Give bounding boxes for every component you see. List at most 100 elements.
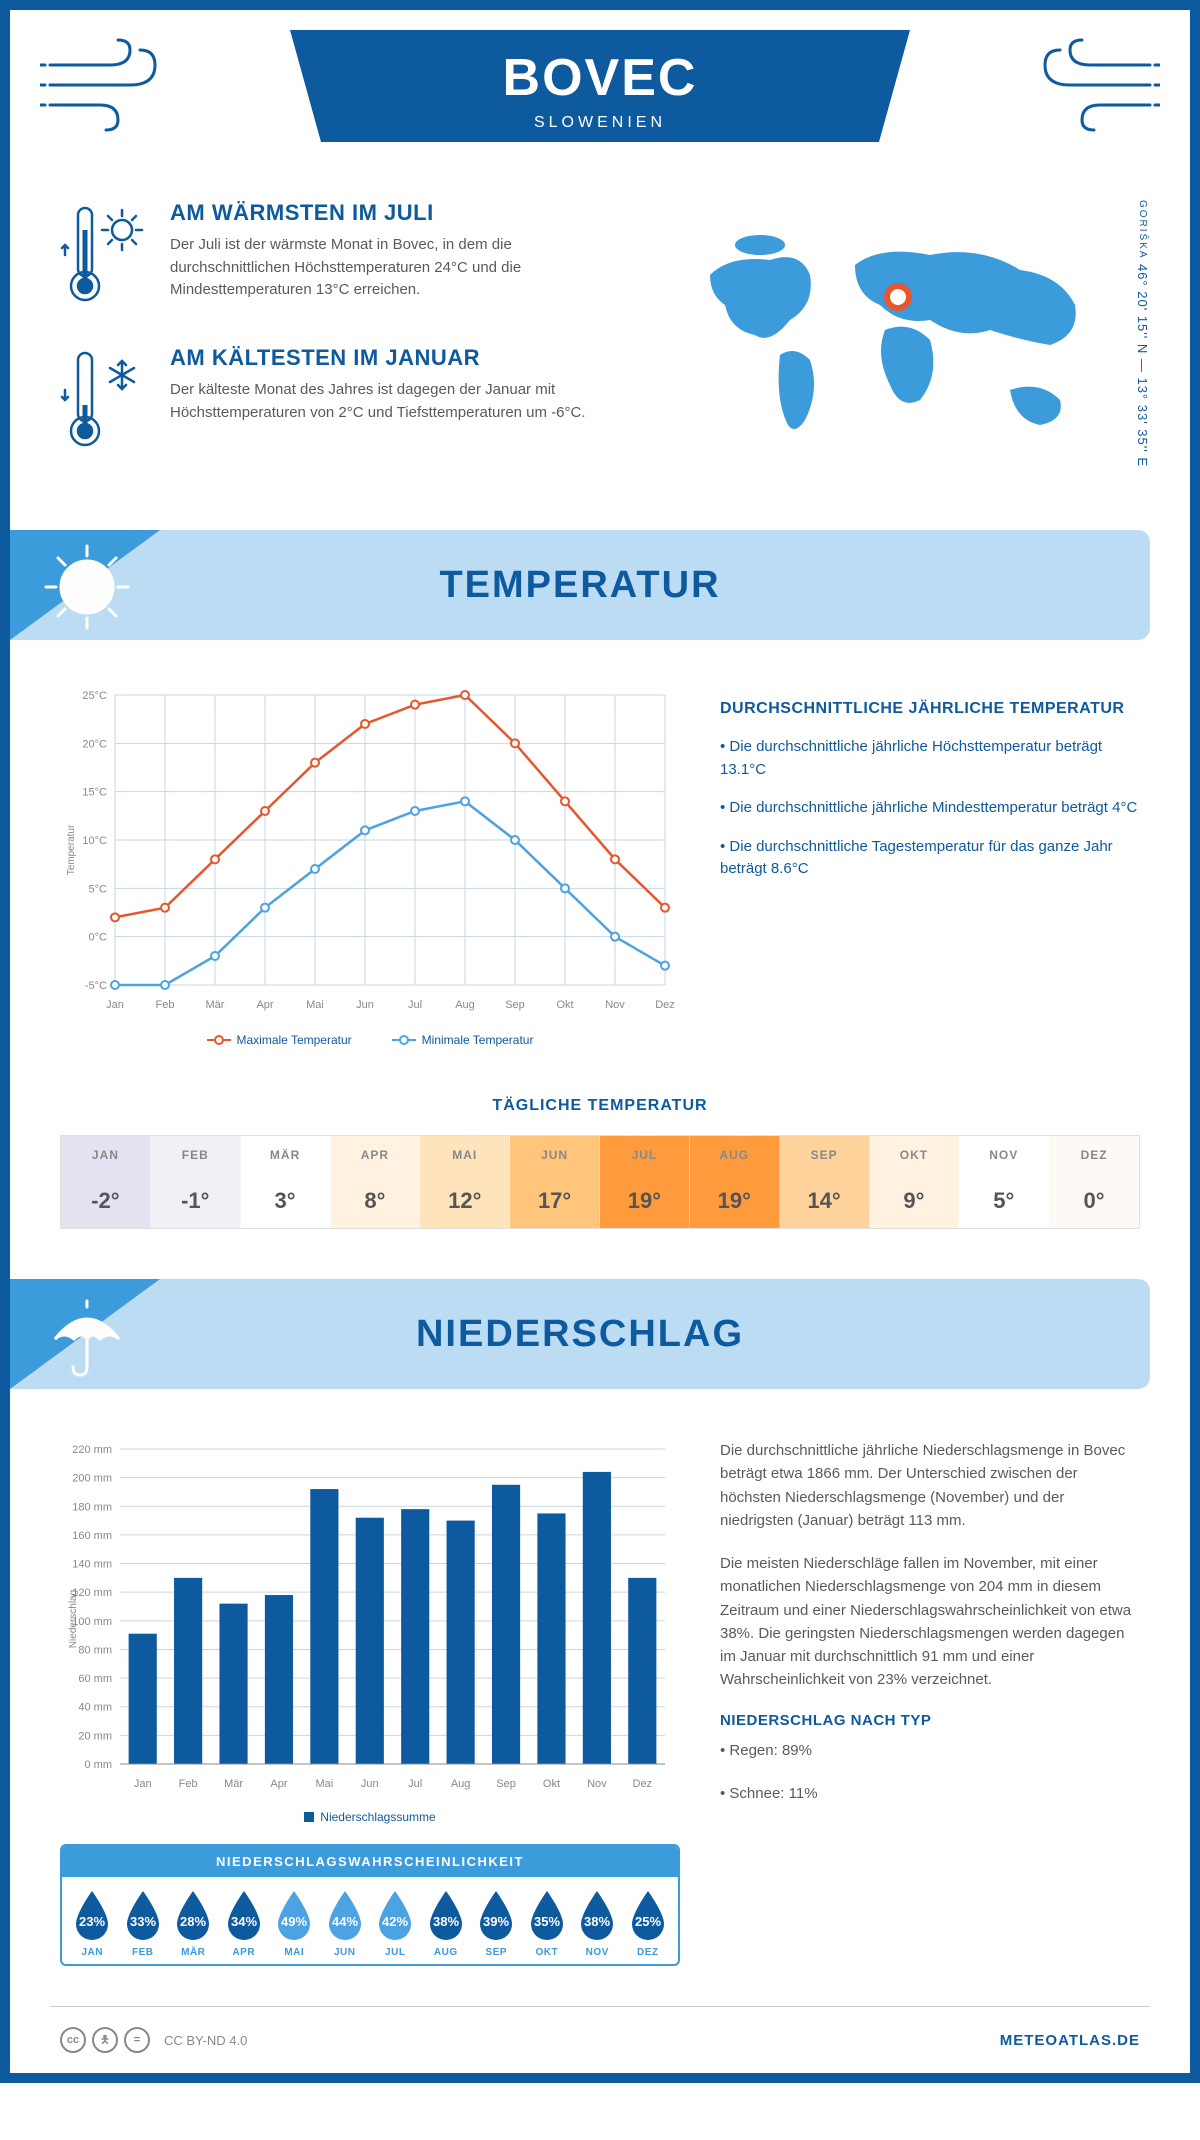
svg-text:15°C: 15°C [82, 787, 107, 799]
svg-text:60 mm: 60 mm [78, 1673, 112, 1685]
svg-text:39%: 39% [483, 1914, 509, 1929]
svg-text:Apr: Apr [256, 999, 273, 1011]
temp-cell: JUL19° [600, 1136, 690, 1228]
temp-info-title: DURCHSCHNITTLICHE JÄHRLICHE TEMPERATUR [720, 700, 1140, 718]
temp-cell: DEZ0° [1049, 1136, 1139, 1228]
precip-section-header: NIEDERSCHLAG [10, 1279, 1150, 1389]
temp-cell: JUN17° [510, 1136, 600, 1228]
city-name: BOVEC [370, 48, 830, 108]
warmest-text: Der Juli ist der wärmste Monat in Bovec,… [170, 234, 610, 302]
precip-bar-chart: 0 mm20 mm40 mm60 mm80 mm100 mm120 mm140 … [60, 1439, 680, 1799]
svg-text:Mai: Mai [306, 999, 324, 1011]
country-name: SLOWENIEN [370, 114, 830, 132]
probability-cell: 23% JAN [68, 1889, 117, 1958]
svg-text:Temperatur: Temperatur [66, 824, 77, 875]
svg-text:Okt: Okt [556, 999, 573, 1011]
svg-text:23%: 23% [79, 1914, 105, 1929]
by-icon: 🯅 [92, 2027, 118, 2053]
temp-cell: JAN-2° [61, 1136, 151, 1228]
precip-legend: Niederschlagssumme [60, 1810, 680, 1824]
footer: cc 🯅 = CC BY-ND 4.0 METEOATLAS.DE [50, 2006, 1150, 2073]
temp-cell: SEP14° [780, 1136, 870, 1228]
svg-text:Jun: Jun [361, 1778, 379, 1790]
svg-text:Mär: Mär [224, 1778, 243, 1790]
wind-icon [40, 35, 170, 135]
temperature-body: -5°C0°C5°C10°C15°C20°C25°CJanFebMärAprMa… [10, 670, 1190, 1077]
coldest-text: Der kälteste Monat des Jahres ist dagege… [170, 379, 610, 424]
world-map-icon [680, 225, 1100, 465]
svg-text:35%: 35% [534, 1914, 560, 1929]
facts-column: AM WÄRMSTEN IM JULI Der Juli ist der wär… [60, 200, 610, 490]
coldest-fact: AM KÄLTESTEN IM JANUAR Der kälteste Mona… [60, 345, 610, 460]
temp-cell: NOV5° [959, 1136, 1049, 1228]
svg-text:0 mm: 0 mm [85, 1759, 113, 1771]
svg-text:Sep: Sep [505, 999, 525, 1011]
infographic-frame: BOVEC SLOWENIEN [0, 0, 1200, 2083]
title-banner: BOVEC SLOWENIEN [290, 30, 910, 142]
svg-text:160 mm: 160 mm [72, 1530, 112, 1542]
svg-text:Dez: Dez [655, 999, 675, 1011]
umbrella-icon [40, 1289, 135, 1384]
warmest-title: AM WÄRMSTEN IM JULI [170, 200, 610, 226]
precip-left-column: 0 mm20 mm40 mm60 mm80 mm100 mm120 mm140 … [60, 1439, 680, 1966]
coordinates: GORIŠKA 46° 20' 15'' N — 13° 33' 35'' E [1135, 200, 1150, 490]
wind-icon [1030, 35, 1160, 135]
svg-text:Niederschlag: Niederschlag [68, 1590, 79, 1648]
svg-text:38%: 38% [433, 1914, 459, 1929]
svg-text:Nov: Nov [587, 1778, 607, 1790]
svg-text:Aug: Aug [455, 999, 475, 1011]
svg-text:28%: 28% [180, 1914, 206, 1929]
svg-text:80 mm: 80 mm [78, 1644, 112, 1656]
svg-text:25%: 25% [635, 1914, 661, 1929]
svg-text:Feb: Feb [179, 1778, 198, 1790]
coldest-title: AM KÄLTESTEN IM JANUAR [170, 345, 610, 371]
precip-text-column: Die durchschnittliche jährliche Niedersc… [720, 1439, 1140, 1966]
daily-temp-title: TÄGLICHE TEMPERATUR [10, 1097, 1190, 1115]
svg-text:49%: 49% [281, 1914, 307, 1929]
svg-text:220 mm: 220 mm [72, 1444, 112, 1456]
probability-cell: 38% AUG [422, 1889, 471, 1958]
svg-text:-5°C: -5°C [85, 980, 107, 992]
svg-text:33%: 33% [130, 1914, 156, 1929]
svg-text:Jun: Jun [356, 999, 374, 1011]
license-badges: cc 🯅 = CC BY-ND 4.0 [60, 2027, 247, 2053]
svg-text:10°C: 10°C [82, 835, 107, 847]
svg-text:40 mm: 40 mm [78, 1702, 112, 1714]
probability-cell: 34% APR [220, 1889, 269, 1958]
svg-text:Dez: Dez [633, 1778, 653, 1790]
svg-text:Apr: Apr [270, 1778, 287, 1790]
svg-text:Jan: Jan [106, 999, 124, 1011]
intro-section: AM WÄRMSTEN IM JULI Der Juli ist der wär… [10, 190, 1190, 530]
svg-text:Feb: Feb [156, 999, 175, 1011]
cc-icon: cc [60, 2027, 86, 2053]
warmest-fact: AM WÄRMSTEN IM JULI Der Juli ist der wär… [60, 200, 610, 315]
probability-cell: 39% SEP [472, 1889, 521, 1958]
temperature-info: DURCHSCHNITTLICHE JÄHRLICHE TEMPERATUR •… [720, 680, 1140, 1047]
temperature-section-header: TEMPERATUR [10, 530, 1150, 640]
probability-cell: 28% MÄR [169, 1889, 218, 1958]
map-column: GORIŠKA 46° 20' 15'' N — 13° 33' 35'' E [640, 200, 1140, 490]
svg-text:0°C: 0°C [89, 932, 108, 944]
temp-cell: MAI12° [420, 1136, 510, 1228]
temperature-title: TEMPERATUR [10, 564, 1150, 607]
svg-text:200 mm: 200 mm [72, 1473, 112, 1485]
header: BOVEC SLOWENIEN [10, 10, 1190, 190]
svg-text:20 mm: 20 mm [78, 1730, 112, 1742]
probability-cell: 25% DEZ [624, 1889, 673, 1958]
license-text: CC BY-ND 4.0 [164, 2033, 247, 2048]
svg-text:Jul: Jul [408, 1778, 422, 1790]
thermometer-snow-icon [60, 345, 150, 460]
svg-text:25°C: 25°C [82, 690, 107, 702]
precip-body: 0 mm20 mm40 mm60 mm80 mm100 mm120 mm140 … [10, 1419, 1190, 2006]
temperature-chart: -5°C0°C5°C10°C15°C20°C25°CJanFebMärAprMa… [60, 680, 680, 1047]
probability-cell: 44% JUN [321, 1889, 370, 1958]
thermometer-sun-icon [60, 200, 150, 315]
probability-cell: 42% JUL [371, 1889, 420, 1958]
svg-text:Jul: Jul [408, 999, 422, 1011]
svg-text:Jan: Jan [134, 1778, 152, 1790]
temp-cell: MÄR3° [241, 1136, 331, 1228]
nd-icon: = [124, 2027, 150, 2053]
probability-cell: 38% NOV [573, 1889, 622, 1958]
probability-cell: 33% FEB [119, 1889, 168, 1958]
temp-cell: FEB-1° [151, 1136, 241, 1228]
